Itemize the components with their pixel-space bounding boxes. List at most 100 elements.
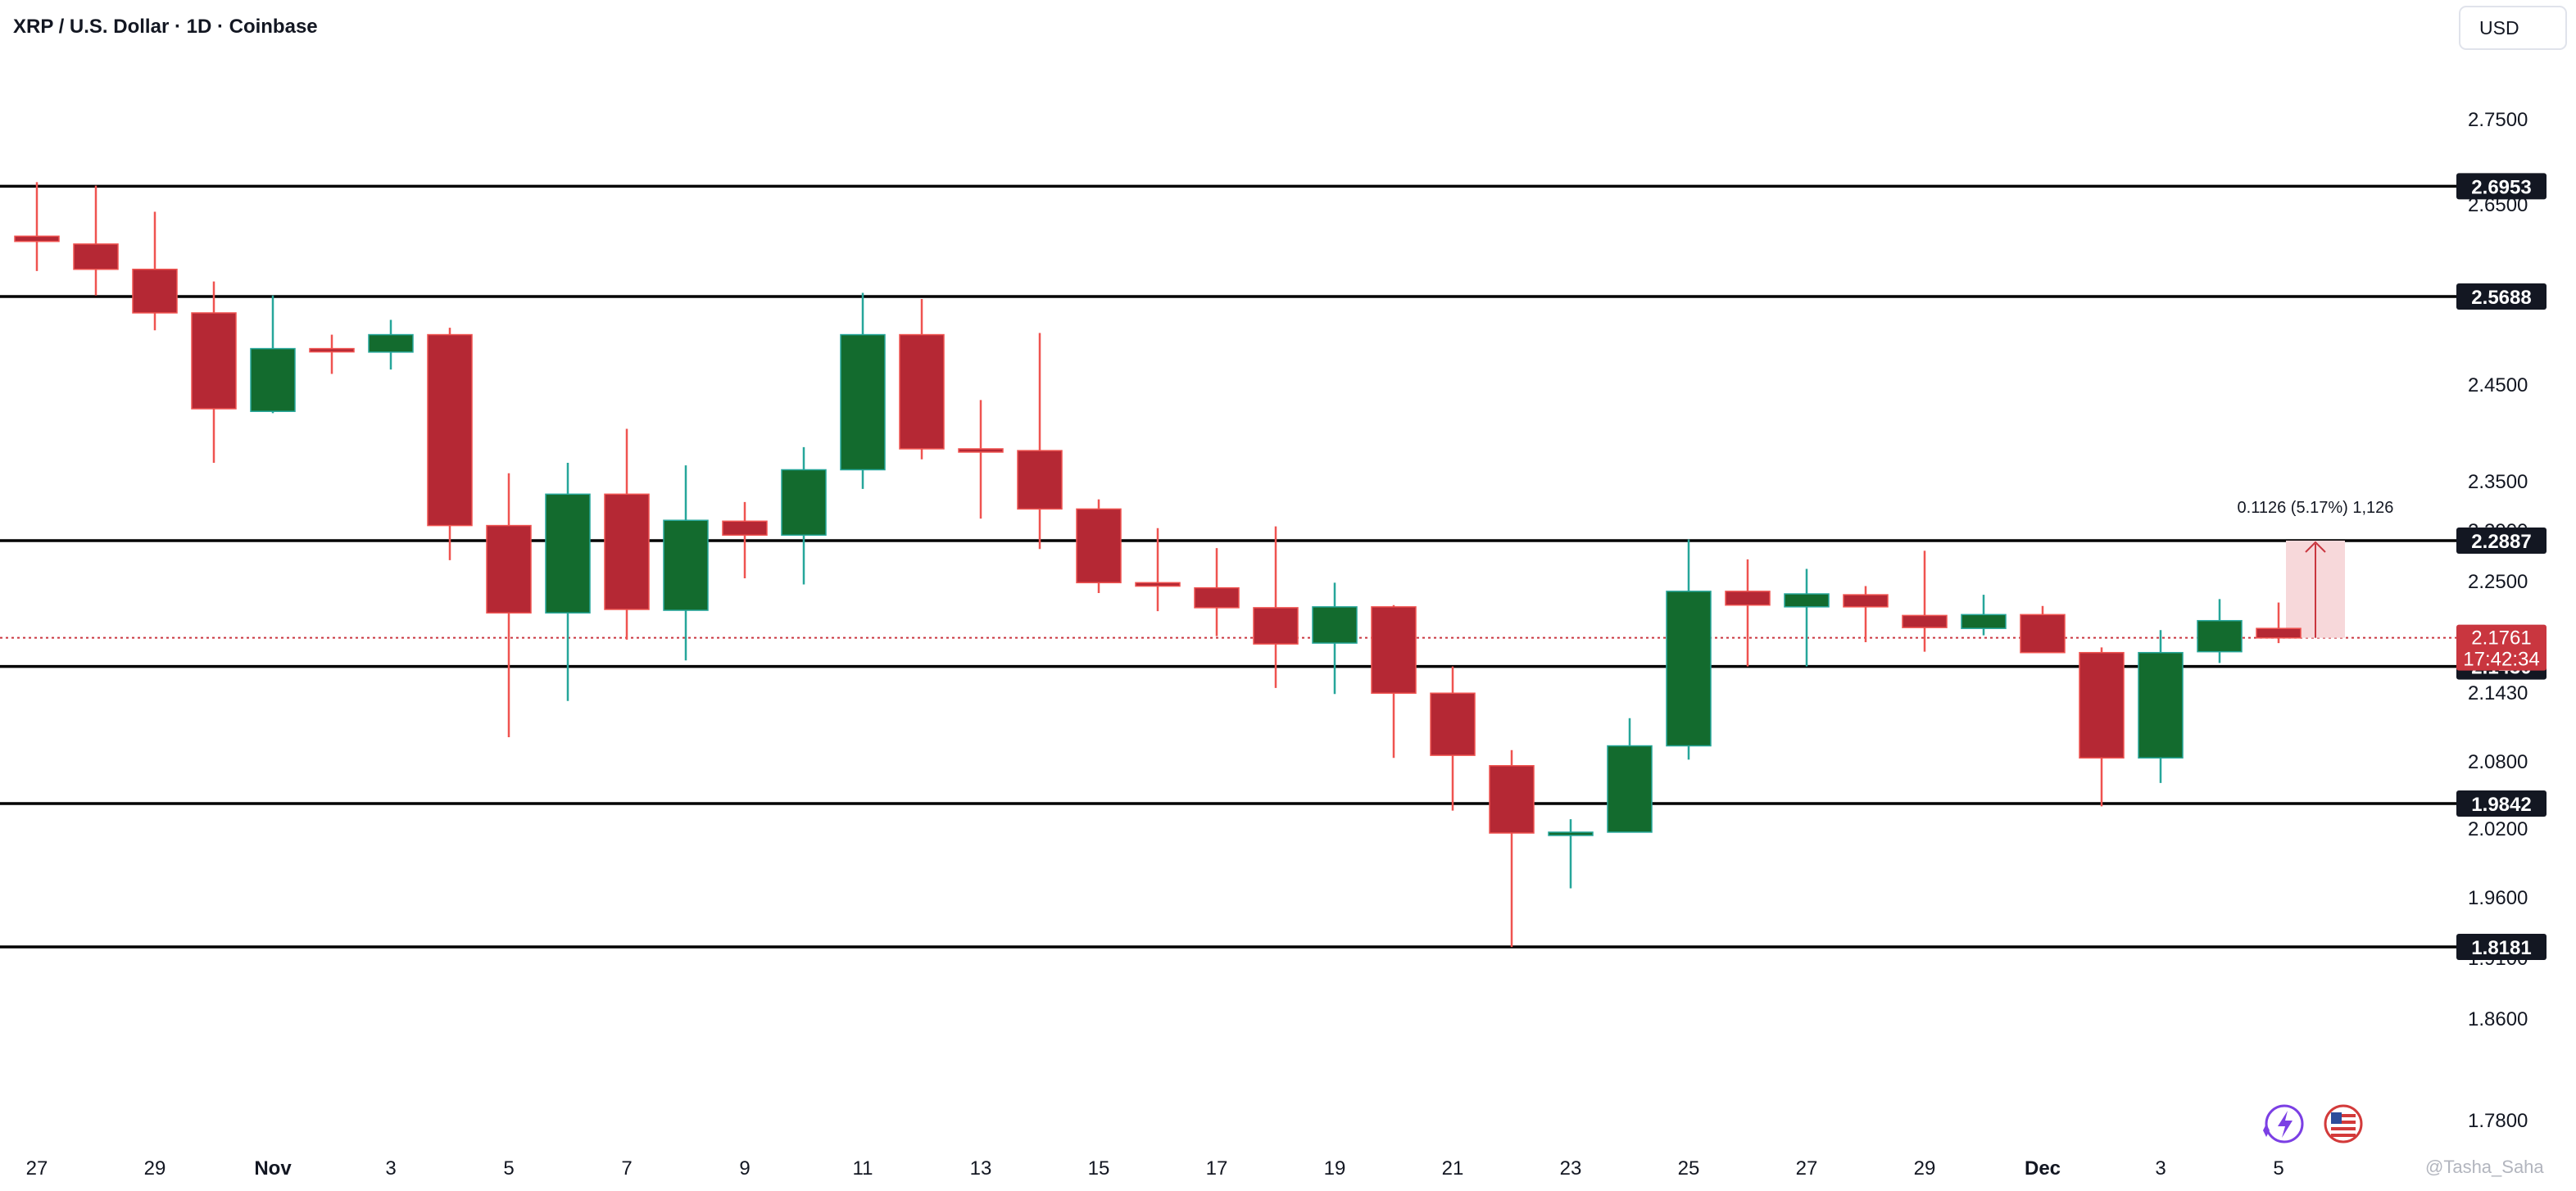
candle[interactable] — [1135, 528, 1181, 612]
candle-body — [132, 269, 178, 314]
level-label: 1.8181 — [2471, 937, 2531, 959]
candle[interactable] — [1784, 568, 1830, 667]
candle-body — [2197, 619, 2243, 653]
candle-body — [1961, 614, 2007, 629]
candle[interactable] — [899, 298, 945, 460]
lightning-icon[interactable] — [2263, 1104, 2304, 1143]
candle[interactable] — [1666, 539, 1712, 760]
candle[interactable] — [250, 295, 296, 414]
candle[interactable] — [1253, 526, 1299, 688]
candle-body — [1076, 508, 1122, 584]
currency-label: USD — [2479, 17, 2519, 38]
candle[interactable] — [1607, 718, 1653, 833]
candle[interactable] — [1548, 819, 1594, 889]
x-tick-label: 21 — [1442, 1157, 1464, 1180]
candle-body — [722, 520, 768, 537]
x-tick-label: 5 — [2273, 1157, 2283, 1180]
candle[interactable] — [663, 465, 709, 661]
candle[interactable] — [722, 501, 768, 579]
currency-button[interactable]: USD — [2459, 6, 2567, 50]
candle[interactable] — [781, 446, 827, 585]
candle-body — [1489, 765, 1535, 834]
candle[interactable] — [1017, 333, 1063, 550]
candle-body — [958, 448, 1004, 453]
candle-body — [1430, 692, 1476, 756]
candle-body — [840, 333, 886, 471]
candle[interactable] — [604, 428, 650, 640]
candle[interactable] — [73, 185, 119, 296]
level-label: 2.5688 — [2471, 287, 2531, 309]
x-tick-label: 7 — [621, 1157, 632, 1180]
x-tick-label: 29 — [1914, 1157, 1936, 1180]
x-tick-label: 15 — [1088, 1157, 1110, 1180]
x-tick-label: 9 — [739, 1157, 750, 1180]
x-tick-label: 19 — [1324, 1157, 1346, 1180]
x-tick-label: 5 — [503, 1157, 514, 1180]
y-tick-label: 2.7500 — [2468, 109, 2528, 131]
candle-body — [2020, 614, 2066, 654]
y-tick-label: 1.9600 — [2468, 887, 2528, 909]
candle[interactable] — [2197, 599, 2243, 663]
watermark-text: @Tasha_Saha — [2425, 1157, 2544, 1177]
chart-title: XRP / U.S. Dollar · 1D · Coinbase — [13, 16, 318, 38]
price-range-measure[interactable]: 0.1126 (5.17%) 1,126 — [2238, 499, 2394, 638]
x-tick-label: 23 — [1560, 1157, 1582, 1180]
y-tick-label: 2.4500 — [2468, 374, 2528, 396]
candle[interactable] — [840, 292, 886, 489]
candle[interactable] — [2256, 602, 2302, 644]
candle[interactable] — [427, 328, 473, 560]
candle-body — [486, 524, 532, 614]
candle[interactable] — [1961, 595, 2007, 636]
y-tick-label: 2.1430 — [2468, 682, 2528, 704]
level-label-box — [2456, 173, 2547, 200]
us-flag-icon[interactable] — [2324, 1104, 2363, 1143]
candle-body — [1725, 591, 1771, 606]
x-tick-label: 13 — [970, 1157, 992, 1180]
candle[interactable] — [1076, 499, 1122, 593]
candle-body — [1548, 831, 1594, 836]
candle-body — [14, 235, 60, 242]
candle[interactable] — [1194, 548, 1240, 636]
candle-body — [2079, 651, 2125, 759]
candle[interactable] — [1843, 586, 1889, 643]
level-label-box — [2456, 283, 2547, 310]
y-tick-label: 2.2500 — [2468, 571, 2528, 593]
level-label-box — [2456, 790, 2547, 817]
x-tick-label: 29 — [144, 1157, 166, 1180]
candle[interactable] — [1430, 666, 1476, 811]
candle-body — [1371, 606, 1417, 694]
candle[interactable] — [486, 473, 532, 737]
candle[interactable] — [1312, 582, 1358, 695]
candle[interactable] — [2020, 605, 2066, 654]
countdown-label: 17:42:34 — [2463, 649, 2539, 671]
level-label-box — [2456, 934, 2547, 961]
candle-body — [73, 243, 119, 270]
candle[interactable] — [309, 334, 355, 374]
candle-body — [1902, 614, 1948, 628]
candle[interactable] — [2138, 630, 2184, 783]
candle[interactable] — [132, 211, 178, 331]
candle-body — [1253, 607, 1299, 645]
candle[interactable] — [14, 182, 60, 271]
candle-body — [1194, 586, 1240, 609]
y-tick-label: 2.3500 — [2468, 471, 2528, 493]
candle[interactable] — [191, 281, 237, 463]
candle[interactable] — [1725, 559, 1771, 667]
y-tick-label: 2.0800 — [2468, 751, 2528, 773]
candle[interactable] — [2079, 647, 2125, 807]
y-tick-label: 1.7800 — [2468, 1110, 2528, 1132]
candle[interactable] — [368, 319, 414, 370]
candle[interactable] — [545, 462, 591, 701]
candle[interactable] — [1902, 550, 1948, 652]
candle-body — [427, 333, 473, 527]
x-tick-label: 17 — [1206, 1157, 1228, 1180]
candle[interactable] — [958, 400, 1004, 519]
candle-body — [1666, 591, 1712, 747]
candle-body — [1017, 450, 1063, 510]
candle[interactable] — [1489, 749, 1535, 948]
candle[interactable] — [1371, 605, 1417, 759]
candles — [14, 182, 2302, 948]
candle-body — [191, 312, 237, 410]
